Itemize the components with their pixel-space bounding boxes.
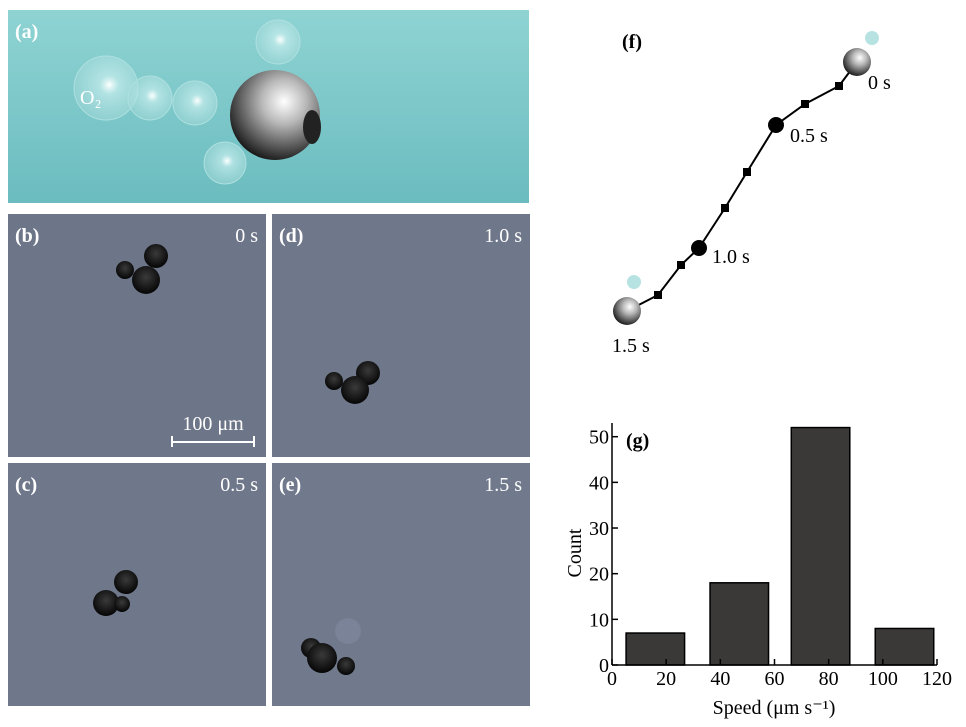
x-tick-label: 60 [765,668,785,690]
panel-label: (e) [279,474,301,496]
x-tick-label: 120 [922,668,952,690]
time-label: 1.0 s [484,225,522,247]
x-tick-label: 0 [607,668,617,690]
figure: (a) O₂ (b) 0 s 100 μm (d) 1.0 s (c) 0.5 … [0,0,966,722]
panel-label: (c) [15,474,37,496]
x-tick-label: 80 [819,668,839,690]
y-tick-label: 10 [589,609,609,631]
time-label: 1.0 s [712,246,750,268]
panel-label: (f) [622,31,642,53]
time-label: 1.5 s [484,474,522,496]
time-label: 1.5 s [612,335,650,357]
scale-bar-label: 100 μm [182,413,244,435]
x-tick-label: 40 [710,668,730,690]
micrographs [8,214,530,706]
panel-label: (g) [626,430,649,452]
time-label: 0 s [235,225,258,247]
panel-label: (a) [15,21,38,43]
time-label: 0.5 s [790,125,828,147]
trajectory [613,31,879,325]
time-label: 0 s [868,72,891,94]
bar [875,628,934,665]
y-tick-label: 30 [589,518,609,540]
x-axis-label: Speed (μm s⁻¹) [713,697,836,719]
time-label: 0.5 s [220,474,258,496]
panel-label: (d) [279,225,303,247]
bar [791,428,850,665]
y-tick-label: 20 [589,564,609,586]
x-tick-label: 100 [868,668,898,690]
bar [710,583,769,665]
y-tick-label: 50 [589,427,609,449]
gas-label: O₂ [80,87,101,109]
bar [626,633,685,665]
panel-label: (b) [15,225,39,247]
y-tick-label: 40 [589,472,609,494]
x-tick-label: 20 [656,668,676,690]
y-axis-label: Count [564,528,586,577]
